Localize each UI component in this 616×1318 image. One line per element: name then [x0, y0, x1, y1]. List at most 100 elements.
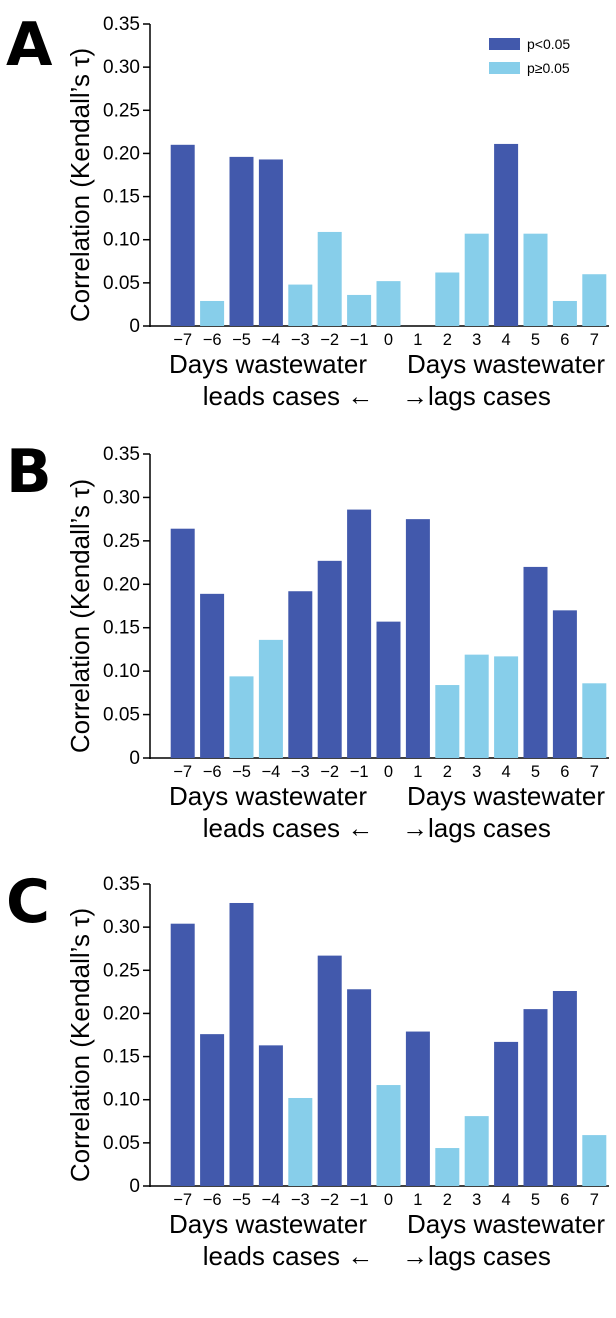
bar-b-12: [523, 566, 548, 758]
bar-a-0: [170, 144, 195, 326]
x-tick-label: −7: [173, 331, 192, 349]
x-tick-label: 5: [531, 763, 540, 781]
x-tick-label: −2: [320, 1191, 339, 1209]
panel-letter: A: [6, 10, 53, 80]
x-tick-label: −3: [291, 331, 310, 349]
bar-a-5: [317, 231, 342, 326]
y-tick-label: 0.05: [103, 273, 140, 294]
bar-a-1: [200, 300, 225, 326]
x-tick-label: 5: [531, 331, 540, 349]
y-tick-label: 0.25: [103, 100, 140, 121]
x-label-right-line1: Days wastewater: [407, 781, 605, 811]
x-tick-label: −3: [291, 763, 310, 781]
bar-a-7: [376, 281, 401, 326]
y-tick-label: 0.05: [103, 1133, 140, 1154]
x-label-left-line2: leads cases ←: [203, 381, 374, 411]
bar-b-13: [552, 610, 577, 758]
x-tick-label: −7: [173, 1191, 192, 1209]
bar-b-8: [405, 519, 430, 758]
bar-c-2: [229, 902, 254, 1186]
bar-b-3: [258, 639, 283, 758]
y-axis-label: Correlation (Kendall’s τ): [65, 479, 95, 753]
bar-a-9: [435, 272, 460, 326]
bar-a-12: [523, 233, 548, 326]
y-tick-label: 0.30: [103, 57, 140, 78]
y-tick-label: 0.20: [103, 1003, 140, 1024]
bar-b-9: [435, 685, 460, 758]
bar-b-7: [376, 621, 401, 758]
bar-c-13: [552, 990, 577, 1186]
y-tick-label: 0: [129, 316, 140, 337]
bar-c-7: [376, 1085, 401, 1186]
x-tick-label: 1: [413, 763, 422, 781]
x-tick-label: 7: [590, 331, 599, 349]
y-tick-label: 0.25: [103, 960, 140, 981]
y-tick-label: 0.05: [103, 705, 140, 726]
x-label-right-line1: Days wastewater: [407, 1209, 605, 1239]
bar-b-5: [317, 560, 342, 758]
panel-letter: C: [6, 867, 50, 937]
x-tick-label: −1: [350, 1191, 369, 1209]
bar-a-3: [258, 159, 283, 326]
x-tick-label: 1: [413, 1191, 422, 1209]
x-tick-label: −2: [320, 331, 339, 349]
x-tick-label: −6: [203, 1191, 222, 1209]
bar-c-10: [464, 1116, 489, 1186]
x-label-left-line1: Days wastewater: [169, 349, 367, 379]
x-label-left-line1: Days wastewater: [169, 781, 367, 811]
x-tick-label: 3: [472, 1191, 481, 1209]
x-tick-label: −1: [350, 331, 369, 349]
bar-a-11: [494, 143, 519, 326]
y-axis-label: Correlation (Kendall’s τ): [65, 908, 95, 1182]
bar-c-5: [317, 955, 342, 1186]
x-tick-label: −5: [232, 331, 251, 349]
x-tick-label: 4: [502, 1191, 511, 1209]
x-tick-label: −4: [261, 763, 280, 781]
bar-a-4: [288, 284, 313, 326]
y-tick-label: 0.10: [103, 1090, 140, 1111]
panel-b: B 0 0.05 0.10 0.15 0.20 0.25 0.30 0.35 Correlatio…: [6, 437, 609, 843]
bar-c-9: [435, 1148, 460, 1186]
bar-b-11: [494, 656, 519, 758]
x-tick-label: 6: [560, 331, 569, 349]
bar-c-1: [200, 1034, 225, 1186]
x-tick-label: 0: [384, 1191, 393, 1209]
y-tick-label: 0.20: [103, 143, 140, 164]
x-tick-label: 4: [502, 763, 511, 781]
x-tick-label: −4: [261, 331, 280, 349]
x-tick-label: −5: [232, 1191, 251, 1209]
y-tick-label: 0.25: [103, 531, 140, 552]
bar-b-2: [229, 676, 254, 758]
y-tick-label: 0.10: [103, 661, 140, 682]
y-tick-label: 0.35: [103, 874, 140, 895]
bar-b-6: [347, 509, 372, 758]
x-tick-label: 6: [560, 1191, 569, 1209]
x-tick-label: 0: [384, 763, 393, 781]
x-tick-label: −5: [232, 763, 251, 781]
y-axis-label: Correlation (Kendall’s τ): [65, 48, 95, 322]
bar-a-10: [464, 233, 489, 326]
bar-c-8: [405, 1031, 430, 1186]
x-tick-label: −3: [291, 1191, 310, 1209]
y-tick-label: 0: [129, 748, 140, 769]
bar-c-3: [258, 1045, 283, 1186]
y-tick-label: 0.30: [103, 917, 140, 938]
y-tick-label: 0.15: [103, 618, 140, 639]
y-tick-label: 0.15: [103, 1047, 140, 1068]
legend-label-significant: p<0.05: [527, 36, 570, 52]
x-label-right-line1: Days wastewater: [407, 349, 605, 379]
x-label-left-line1: Days wastewater: [169, 1209, 367, 1239]
x-tick-label: 0: [384, 331, 393, 349]
x-tick-label: 4: [502, 331, 511, 349]
bar-a-14: [582, 274, 607, 326]
panel-c: C 0 0.05 0.10 0.15 0.20 0.25 0.30 0.35 Correlatio…: [6, 867, 609, 1271]
x-label-left-line2: leads cases ←: [203, 1241, 374, 1271]
x-tick-label: 5: [531, 1191, 540, 1209]
bar-a-6: [347, 294, 372, 326]
x-tick-label: −6: [203, 331, 222, 349]
x-tick-label: 2: [443, 1191, 452, 1209]
y-tick-label: 0.35: [103, 14, 140, 35]
x-label-right-line2: →lags cases: [402, 813, 551, 843]
x-label-right-line2: →lags cases: [402, 381, 551, 411]
